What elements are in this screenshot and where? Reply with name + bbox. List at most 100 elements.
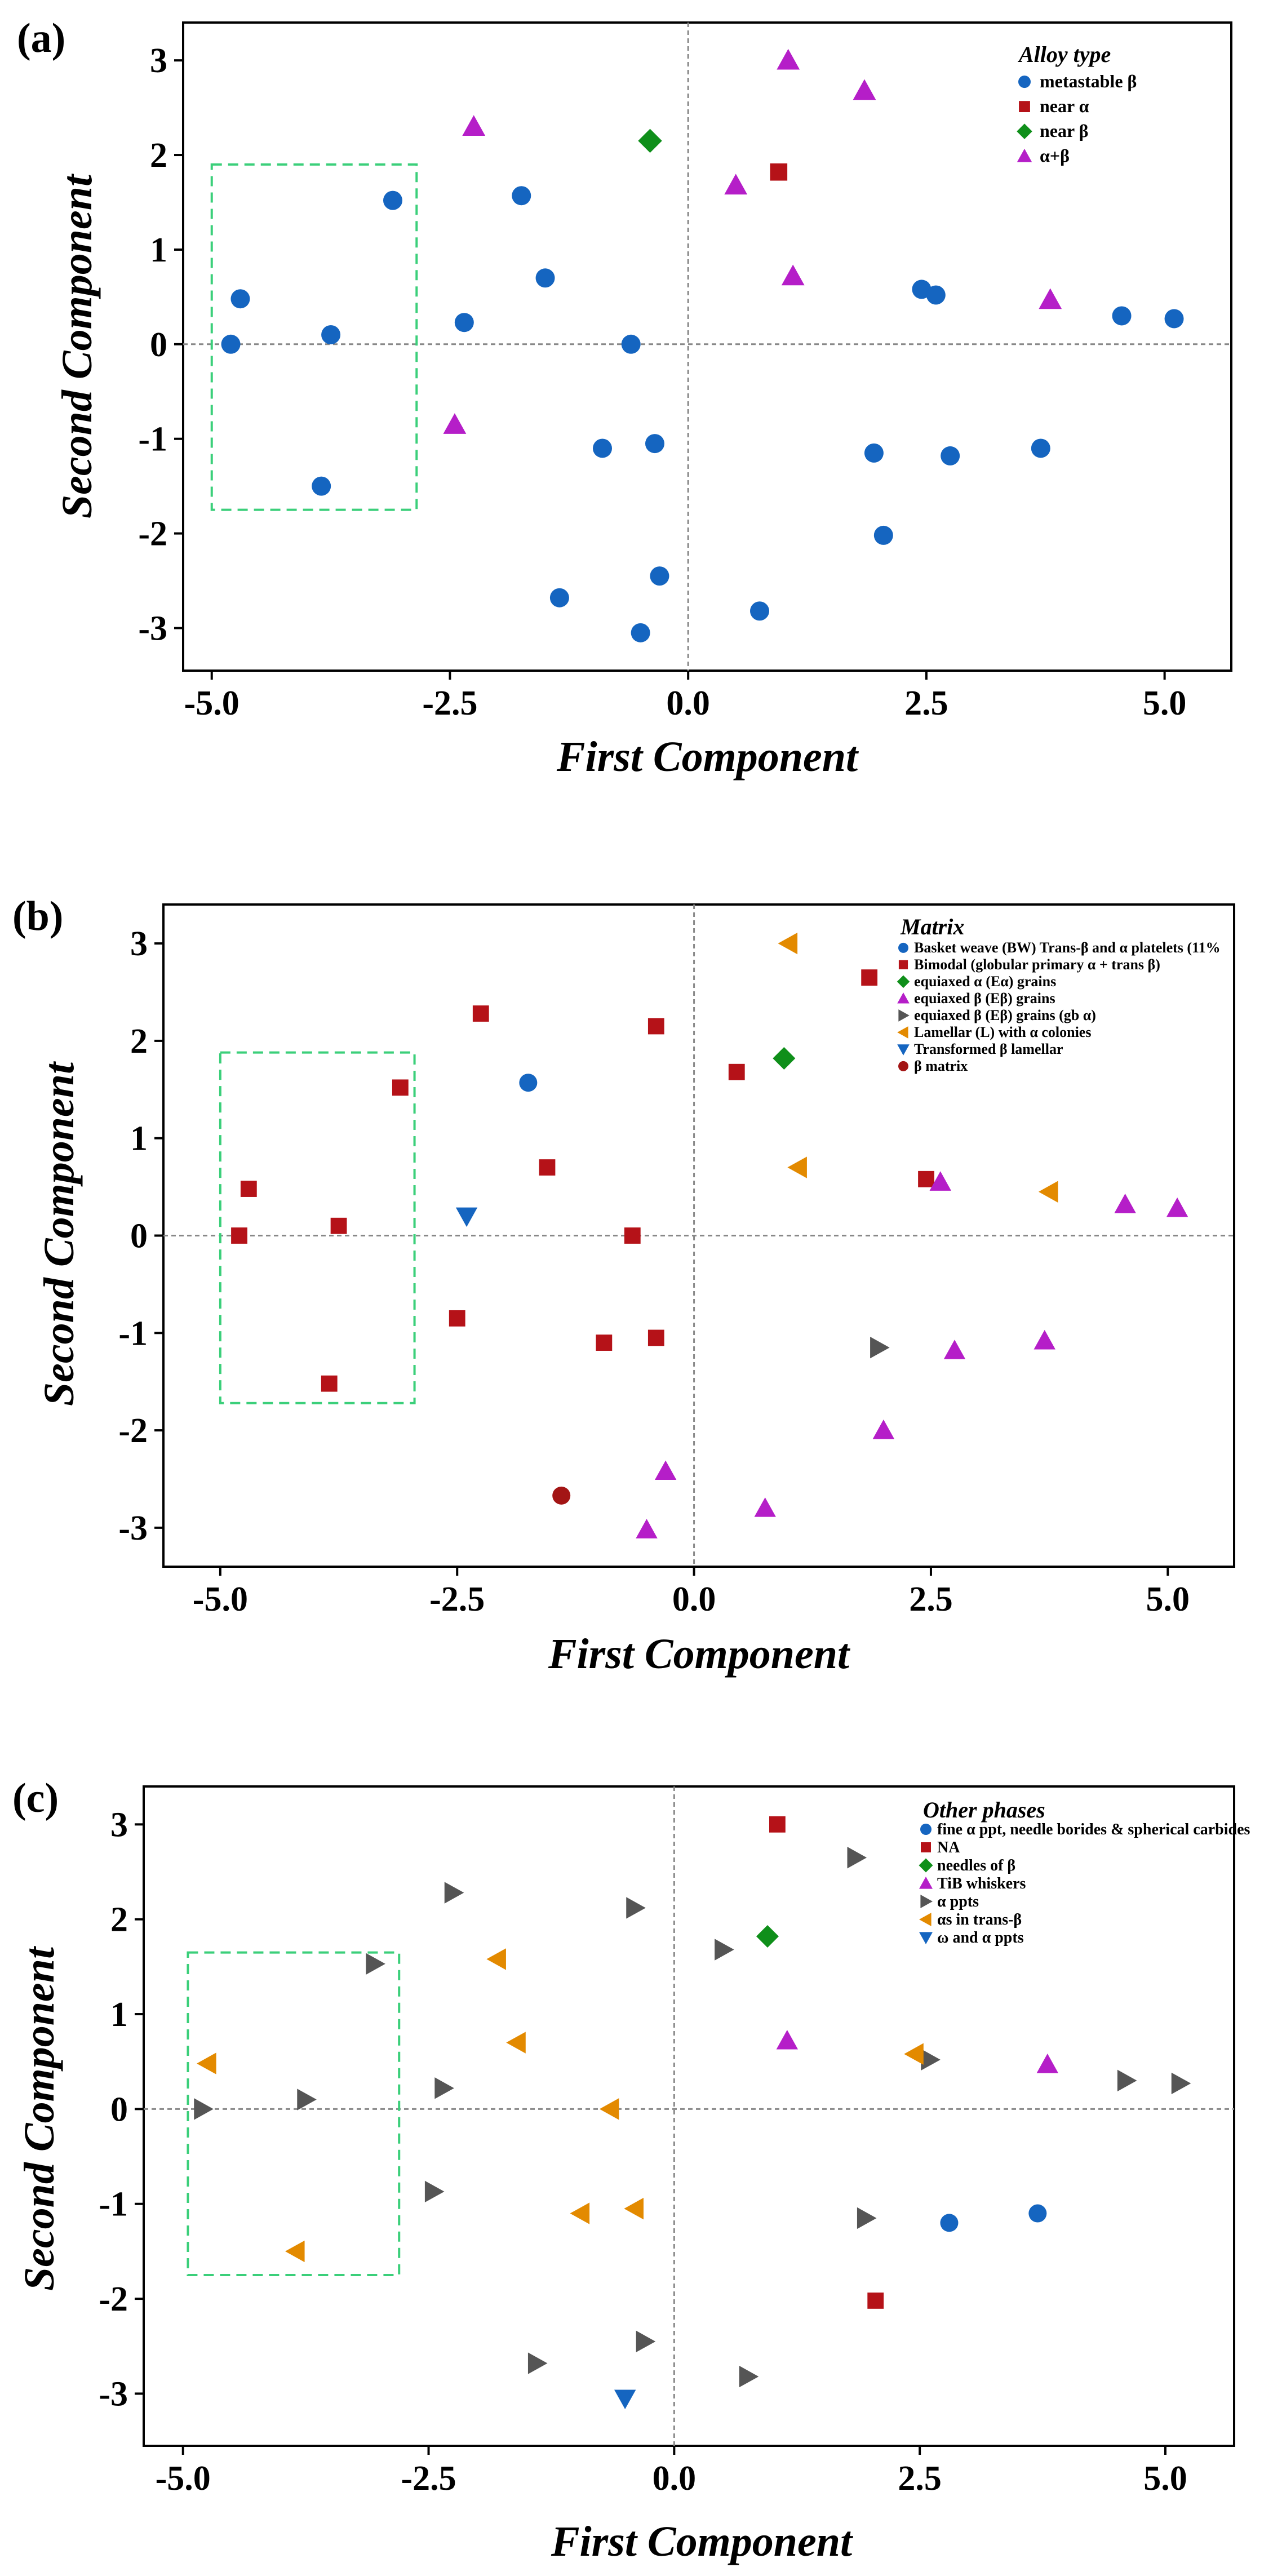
data-point [321,1375,338,1392]
legend-marker [898,960,908,969]
panel-b-legend: Matrix Basket weave (BW) Trans-β and α p… [897,914,1221,1074]
data-point [230,289,250,309]
data-point [1036,2054,1058,2073]
data-point [535,268,555,288]
y-tick-label: 3 [110,1806,128,1844]
data-point [240,1181,257,1197]
data-point [787,1156,807,1178]
data-point [739,2365,759,2388]
data-point [454,313,474,332]
data-point [1031,438,1050,458]
y-tick-label: 0 [130,1217,148,1256]
data-point [940,2214,959,2232]
legend-entry: Basket weave (BW) Trans-β and α platelet… [914,939,1221,956]
data-point [1038,1181,1058,1203]
panel-a-frame [182,21,1232,672]
data-point [778,932,798,955]
highlight-box [219,1051,416,1404]
data-point [443,413,467,434]
data-point [593,438,612,458]
legend-entry: equiaxed β (Eβ) grains (gb α) [914,1007,1096,1023]
data-point [472,1005,489,1022]
panel-a-highlight-box [210,163,418,511]
data-point [366,1953,385,1975]
data-point [631,623,650,642]
data-point [853,79,876,100]
data-point [330,1217,347,1234]
data-point [754,1497,776,1517]
data-point [769,1816,786,1833]
data-point [1028,2204,1047,2223]
y-tick-label: -2 [99,2280,128,2318]
data-point [1171,2072,1191,2095]
data-point [596,1334,613,1351]
legend-marker [1018,76,1031,88]
panel-c-points [194,1816,1191,2410]
y-tick-label: 1 [150,231,167,269]
data-point [929,1171,951,1191]
legend-entry: Lamellar (L) with α colonies [914,1024,1091,1040]
data-point [777,48,800,70]
x-tick-label: 5.0 [1143,2459,1187,2498]
x-tick-label: -2.5 [422,684,477,722]
legend-entry: β matrix [914,1058,968,1074]
y-tick-label: -1 [99,2185,128,2224]
panel-b-ylabel: Second Component [36,1061,83,1406]
panel-a-ticks: -5.0 -2.5 0.0 2.5 5.0 -3 -2 -1 0 1 2 3 [138,42,1186,722]
y-tick-label: 2 [130,1022,148,1061]
data-point [231,1227,247,1244]
legend-entry: α ppts [937,1893,979,1910]
data-point [926,285,946,305]
y-tick-label: -1 [118,1314,148,1353]
y-tick-label: -3 [138,609,167,648]
data-point [861,969,878,986]
data-point [776,2029,799,2050]
y-tick-label: -3 [118,1509,148,1548]
panel-a-legend-items: metastable β near α near β α+β [1017,71,1137,166]
data-point [512,186,531,206]
data-point [552,1486,571,1505]
panel-a-legend-title: Alloy type [1017,42,1111,67]
panel-b-xlabel: First Component [548,1630,851,1678]
data-point [614,2389,636,2410]
data-point [1117,2069,1137,2092]
panel-c-frame [143,1785,1235,2447]
legend-marker [1019,101,1030,112]
data-point [867,2293,884,2309]
x-tick-label: 0.0 [653,2459,697,2498]
panel-c-legend-title: Other phases [923,1797,1045,1823]
y-tick-label: -2 [138,515,167,553]
data-point [650,566,669,586]
data-point [462,115,486,136]
panel-c: (c) -5.0 -2.5 0.0 2.5 5.0 -3 -2 -1 0 1 2 3 First Co… [12,1775,1250,2565]
panel-c-zero-lines [144,1786,1234,2446]
legend-entry: needles of β [937,1857,1015,1874]
highlight-box [210,163,418,511]
legend-marker [920,1824,932,1835]
data-point [197,2052,216,2074]
panel-c-xlabel: First Component [551,2518,854,2565]
data-point [870,1337,890,1359]
panel-a: (a) -5.0 -2.5 0.0 2.5 5.0 -3 -2 -1 0 1 2 3 First Co… [17,15,1232,781]
panel-a-xlabel: First Component [556,733,859,781]
x-tick-label: -2.5 [401,2459,456,2498]
data-point [321,325,341,345]
legend-marker [920,1895,933,1908]
legend-entry: Transformed β lamellar [914,1041,1063,1057]
legend-marker [919,1858,933,1873]
y-tick-label: 1 [130,1120,148,1158]
legend-marker [897,992,910,1004]
data-point [1164,309,1184,329]
data-point [941,446,960,465]
legend-marker [897,1044,910,1056]
data-point [921,2049,941,2071]
data-point [449,1310,465,1327]
panel-b-highlight-box [219,1051,416,1404]
data-point [1112,306,1132,326]
panel-c-ticks: -5.0 -2.5 0.0 2.5 5.0 -3 -2 -1 0 1 2 3 [99,1806,1187,2498]
panel-c-label: (c) [12,1775,59,1821]
legend-marker [897,975,910,988]
legend-entry: near β [1040,121,1088,141]
legend-entry: equiaxed α (Eα) grains [914,973,1056,990]
